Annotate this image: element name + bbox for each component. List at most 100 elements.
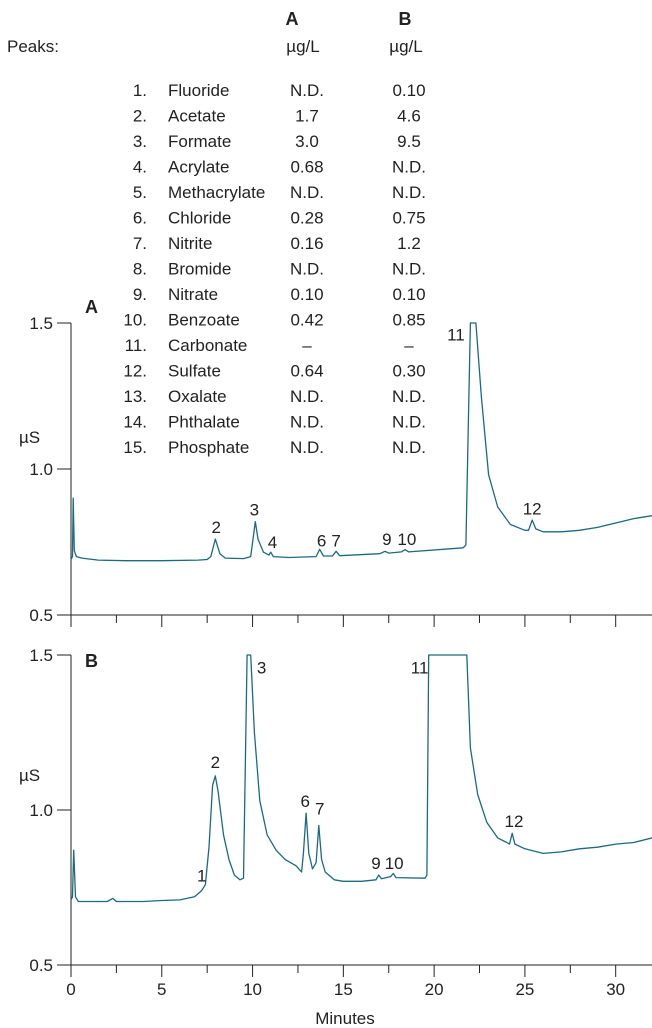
peak-label: 6: [317, 531, 326, 550]
peak-label: 9: [371, 854, 380, 873]
value-b: 0.10: [392, 81, 425, 100]
panel-a-x-ticks: [70, 615, 617, 627]
peak-label: 10: [385, 854, 404, 873]
x-tick-label: 20: [425, 980, 444, 999]
peak-number: 11.: [125, 336, 147, 355]
peak-label: 7: [315, 800, 324, 819]
panel-a-y-ticks: 0.5 1.0 1.5: [29, 314, 71, 625]
peak-label: 3: [250, 501, 259, 520]
analyte-name: Methacrylate: [168, 183, 265, 202]
peak-number: 15.: [123, 438, 147, 457]
panel-a: A µS 0.5 1.0 1.5 2 34 6 7 9 10 11 12: [19, 297, 652, 627]
value-b: 0.30: [392, 362, 425, 381]
panel-b-x-ticks: [70, 965, 617, 977]
value-b: 0.10: [392, 285, 425, 304]
peak-label: 12: [523, 499, 542, 518]
value-a: N.D.: [290, 260, 324, 279]
peak-label: 11: [447, 326, 465, 345]
x-axis-label: Minutes: [315, 1009, 375, 1028]
x-tick-label: 10: [243, 980, 262, 999]
x-tick-label: 15: [334, 980, 353, 999]
value-a: N.D.: [290, 413, 324, 432]
peak-number: 3.: [133, 132, 147, 151]
value-b: 9.5: [397, 132, 421, 151]
peak-label: 6: [300, 792, 309, 811]
peak-number: 12.: [123, 362, 147, 381]
panel-a-label: A: [85, 297, 98, 317]
peak-label: 12: [505, 812, 524, 831]
value-a: 0.10: [290, 285, 323, 304]
value-b: N.D.: [392, 183, 426, 202]
panel-a-trace: [70, 322, 652, 562]
peak-number: 14.: [123, 413, 147, 432]
analyte-name: Acetate: [168, 107, 226, 126]
peak-number: 9.: [133, 285, 147, 304]
value-b: 0.85: [392, 311, 425, 330]
peak-label: 10: [397, 530, 416, 549]
value-b: 0.75: [392, 209, 425, 228]
analyte-name: Sulfate: [168, 362, 221, 381]
col-a-header: A: [286, 9, 299, 29]
y-tick-label: 0.5: [29, 956, 53, 975]
panel-b-y-ticks: 0.5 1.0 1.5: [29, 646, 71, 975]
peak-label: 1: [197, 866, 206, 885]
col-a-unit: µg/L: [286, 37, 319, 56]
value-a: 0.64: [290, 362, 323, 381]
value-b: –: [404, 336, 414, 355]
peak-number: 8.: [133, 260, 147, 279]
value-b: 4.6: [397, 107, 421, 126]
x-tick-label: 30: [606, 980, 625, 999]
peak-label: 2: [212, 518, 221, 537]
x-tick-label: 25: [515, 980, 534, 999]
x-tick-label: 5: [157, 980, 166, 999]
y-tick-label: 1.5: [29, 646, 53, 665]
analyte-name: Carbonate: [168, 336, 247, 355]
analyte-name: Nitrite: [168, 234, 212, 253]
panel-b-trace: [70, 654, 652, 903]
value-a: N.D.: [290, 183, 324, 202]
value-a: 0.42: [290, 311, 323, 330]
value-a: 0.28: [290, 209, 323, 228]
peak-number: 13.: [123, 387, 147, 406]
analyte-name: Acrylate: [168, 158, 229, 177]
value-a: N.D.: [290, 387, 324, 406]
analyte-name: Oxalate: [168, 387, 227, 406]
peak-number: 7.: [133, 234, 147, 253]
peak-number: 6.: [133, 209, 147, 228]
value-b: N.D.: [392, 438, 426, 457]
y-tick-label: 1.0: [29, 460, 53, 479]
value-a: 0.16: [290, 234, 323, 253]
col-b-header: B: [399, 9, 412, 29]
value-a: N.D.: [290, 81, 324, 100]
analyte-name: Fluoride: [168, 81, 229, 100]
y-tick-label: 0.5: [29, 606, 53, 625]
panel-b-x-tick-labels: 0 5 10 15 20 25 30: [66, 980, 625, 999]
value-a: 1.7: [295, 107, 319, 126]
panel-a-y-label: µS: [19, 428, 40, 447]
value-b: N.D.: [392, 387, 426, 406]
peak-label: 2: [211, 753, 220, 772]
value-b: N.D.: [392, 413, 426, 432]
analyte-name: Benzoate: [168, 311, 240, 330]
peak-table: Peaks: A B µg/L µg/L 1. Fluoride N.D. 0.10 2…: [7, 9, 426, 457]
value-b: N.D.: [392, 158, 426, 177]
value-a: 3.0: [295, 132, 319, 151]
peak-number: 4.: [133, 158, 147, 177]
value-a: N.D.: [290, 438, 324, 457]
value-b: 1.2: [397, 234, 421, 253]
analyte-name: Nitrate: [168, 285, 218, 304]
peak-label: 9: [382, 530, 391, 549]
peaks-label: Peaks:: [7, 37, 59, 56]
peak-number: 5.: [133, 183, 147, 202]
peak-number: 10.: [123, 311, 147, 330]
x-tick-label: 0: [66, 980, 75, 999]
peak-label: 11: [411, 659, 429, 678]
panel-b-y-label: µS: [19, 766, 40, 785]
analyte-name: Formate: [168, 132, 231, 151]
value-b: N.D.: [392, 260, 426, 279]
analyte-name: Bromide: [168, 260, 231, 279]
y-tick-label: 1.0: [29, 801, 53, 820]
value-a: 0.68: [290, 158, 323, 177]
